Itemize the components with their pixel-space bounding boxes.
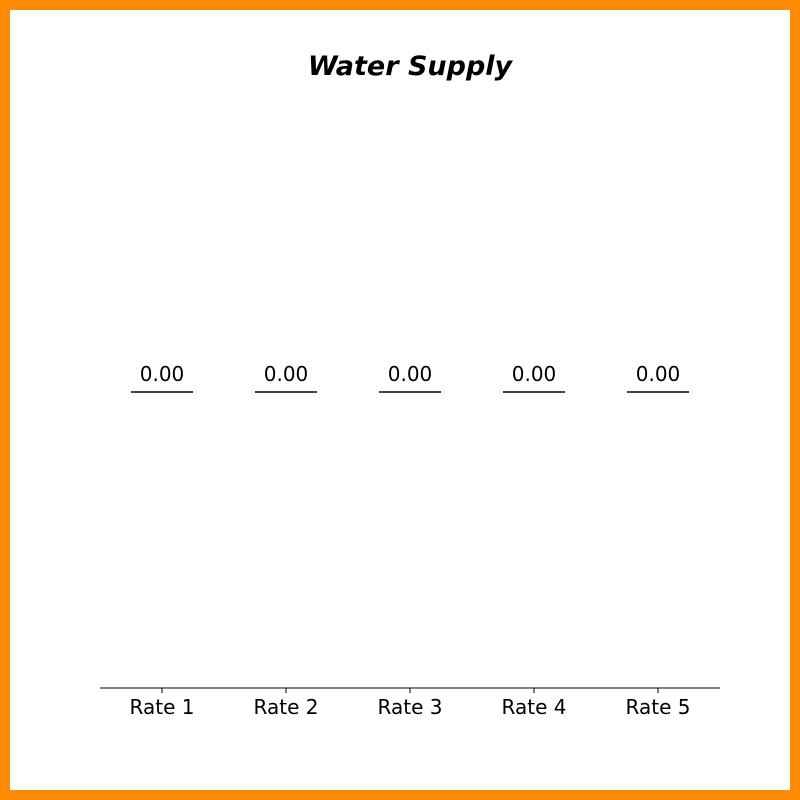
x-tick-label: Rate 1 [130,695,195,719]
chart-title: Water Supply [308,51,514,82]
x-tick-label: Rate 5 [626,695,691,719]
x-tick-label: Rate 2 [254,695,319,719]
data-label: 0.00 [264,362,309,386]
data-label: 0.00 [512,362,557,386]
data-label: 0.00 [388,362,433,386]
data-label: 0.00 [636,362,681,386]
x-tick-label: Rate 3 [378,695,443,719]
chart-marks: 0.00 Rate 1 0.00 Rate 2 0.00 Rate 3 0.00 Rate 4… [130,362,691,719]
x-tick-label: Rate 4 [502,695,567,719]
data-label: 0.00 [140,362,185,386]
